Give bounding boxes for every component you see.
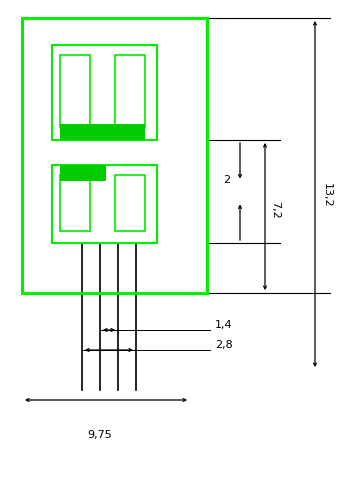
Bar xyxy=(115,55,145,127)
Text: 7,2: 7,2 xyxy=(270,201,280,219)
Text: 13,2: 13,2 xyxy=(322,183,332,207)
Text: 2,8: 2,8 xyxy=(215,340,233,350)
Text: 9,75: 9,75 xyxy=(88,430,112,440)
Bar xyxy=(115,175,145,231)
Bar xyxy=(60,124,145,140)
Text: 1,4: 1,4 xyxy=(215,320,232,330)
Bar xyxy=(22,18,207,293)
Text: 2: 2 xyxy=(223,175,230,185)
Bar xyxy=(60,175,90,231)
Bar xyxy=(60,165,106,181)
Bar xyxy=(60,55,90,127)
Bar xyxy=(52,45,157,140)
Bar xyxy=(52,165,157,243)
